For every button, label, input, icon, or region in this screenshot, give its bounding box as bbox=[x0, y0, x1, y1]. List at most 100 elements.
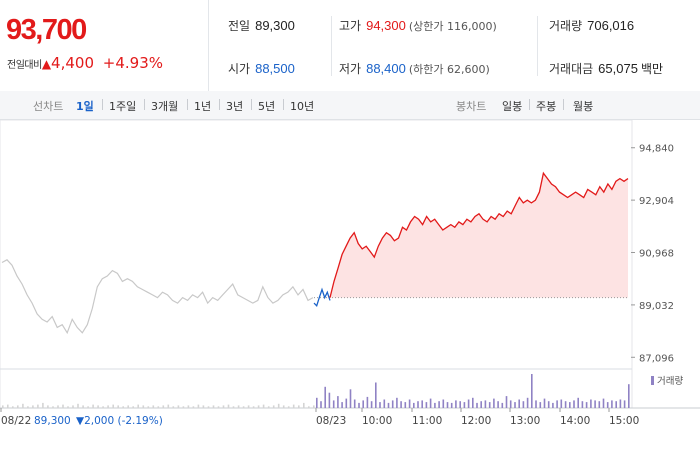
volume-bar bbox=[391, 400, 394, 409]
volume-bar bbox=[349, 389, 352, 408]
volume-bar bbox=[493, 398, 495, 408]
volume-bar bbox=[341, 402, 343, 408]
intraday-up-line bbox=[329, 171, 629, 298]
candle-chart-label: 봉차트 bbox=[456, 100, 487, 113]
volume-bar bbox=[137, 404, 139, 408]
tab-3month[interactable]: 3개월 bbox=[151, 100, 179, 113]
volume-bar bbox=[332, 400, 335, 409]
volume-bar bbox=[313, 405, 315, 408]
volume-bar bbox=[450, 402, 453, 408]
volume-bar bbox=[32, 405, 34, 408]
y-tick-label: 90,968 bbox=[639, 249, 674, 260]
volume-bar bbox=[585, 402, 588, 408]
stat-value: 94,300 bbox=[366, 18, 406, 33]
stat-label: 거래량 bbox=[549, 19, 583, 33]
volume-bar bbox=[556, 400, 558, 409]
volume-bar bbox=[611, 400, 613, 409]
volume-bar bbox=[127, 405, 129, 408]
stat-label: 시가 bbox=[228, 62, 251, 76]
volume-bar bbox=[97, 405, 99, 408]
volume-bar bbox=[488, 402, 491, 408]
volume-bar bbox=[222, 405, 225, 408]
prev-day-change: ▼2,000 (-2.19%) bbox=[76, 415, 163, 427]
volume-bar bbox=[177, 405, 180, 408]
quote-header: 93,700 전일대비▲4,400 +4.93% 전일 89,300 고가 94,3… bbox=[0, 0, 700, 92]
volume-bar bbox=[581, 401, 584, 408]
volume-bar bbox=[172, 406, 175, 408]
volume-bar bbox=[362, 400, 364, 409]
stat-value: 89,300 bbox=[255, 18, 295, 33]
y-tick-label: 87,096 bbox=[639, 353, 674, 364]
volume-bar bbox=[187, 405, 190, 408]
tab-1week[interactable]: 1주일 bbox=[109, 100, 137, 113]
volume-bar bbox=[47, 405, 49, 408]
divider bbox=[537, 16, 538, 76]
tab-10year[interactable]: 10년 bbox=[290, 100, 315, 113]
volume-bar bbox=[413, 402, 415, 408]
up-arrow-icon: ▲ bbox=[41, 57, 52, 71]
volume-bar bbox=[316, 397, 318, 408]
volume-bar bbox=[107, 405, 109, 408]
x-tick-label: 08/23 bbox=[316, 415, 346, 427]
volume-bar bbox=[518, 399, 520, 408]
volume-bar bbox=[247, 405, 250, 408]
volume-bar bbox=[92, 404, 94, 408]
volume-bar bbox=[162, 405, 165, 408]
volume-bar bbox=[207, 406, 210, 408]
volume-bar bbox=[262, 404, 265, 408]
stat-prev-close: 전일 89,300 bbox=[228, 17, 295, 34]
volume-bar bbox=[438, 401, 440, 408]
prev-day-close: 89,300 bbox=[34, 415, 71, 427]
volume-bar bbox=[212, 405, 215, 408]
volume-bar bbox=[167, 404, 170, 408]
tab-3year[interactable]: 3년 bbox=[226, 100, 244, 113]
volume-bar bbox=[22, 403, 24, 409]
x-tick-label: 11:00 bbox=[412, 415, 442, 427]
volume-bar bbox=[282, 405, 285, 408]
volume-bar bbox=[152, 405, 155, 408]
tab-weekly-candle[interactable]: 주봉 bbox=[536, 100, 557, 113]
prev-day-line bbox=[1, 259, 314, 335]
volume-bar bbox=[577, 397, 579, 408]
current-price: 93,700 bbox=[6, 14, 87, 46]
volume-bar bbox=[509, 400, 512, 409]
volume-bar bbox=[425, 402, 428, 408]
tab-divider bbox=[187, 99, 188, 110]
volume-bar bbox=[328, 392, 331, 408]
volume-legend-swatch bbox=[651, 376, 654, 385]
volume-bar bbox=[606, 402, 609, 408]
volume-bar bbox=[27, 406, 29, 408]
tab-1year[interactable]: 1년 bbox=[194, 100, 212, 113]
volume-bar bbox=[267, 406, 270, 408]
tab-1day[interactable]: 1일 bbox=[76, 100, 94, 113]
volume-bar bbox=[379, 402, 381, 408]
change-label: 전일대비 bbox=[7, 60, 42, 71]
volume-bar bbox=[308, 406, 310, 408]
volume-legend-label: 거래량 bbox=[657, 375, 683, 387]
volume-bar bbox=[463, 402, 466, 408]
volume-bar bbox=[358, 402, 360, 408]
tab-monthly-candle[interactable]: 월봉 bbox=[573, 100, 594, 113]
volume-bar bbox=[242, 406, 245, 408]
stat-high: 고가 94,300 (상한가 116,000) bbox=[339, 17, 497, 34]
volume-bar bbox=[564, 401, 567, 408]
volume-bar bbox=[82, 405, 84, 408]
volume-bar bbox=[547, 401, 550, 408]
stat-value: 88,500 bbox=[255, 61, 295, 76]
tab-5year[interactable]: 5년 bbox=[258, 100, 276, 113]
volume-bar bbox=[594, 400, 596, 409]
volume-bar bbox=[505, 396, 508, 408]
volume-bar bbox=[353, 399, 356, 408]
volume-bar bbox=[87, 406, 89, 408]
tab-daily-candle[interactable]: 일봉 bbox=[502, 100, 523, 113]
volume-bar bbox=[417, 401, 419, 408]
stat-label: 저가 bbox=[339, 62, 362, 76]
volume-bar bbox=[543, 398, 546, 408]
tab-divider bbox=[102, 99, 103, 110]
volume-bar bbox=[623, 400, 626, 409]
volume-bar bbox=[42, 402, 44, 408]
volume-bar bbox=[366, 396, 369, 408]
volume-bar bbox=[192, 406, 195, 408]
price-lines bbox=[1, 171, 629, 335]
divider bbox=[331, 16, 332, 76]
